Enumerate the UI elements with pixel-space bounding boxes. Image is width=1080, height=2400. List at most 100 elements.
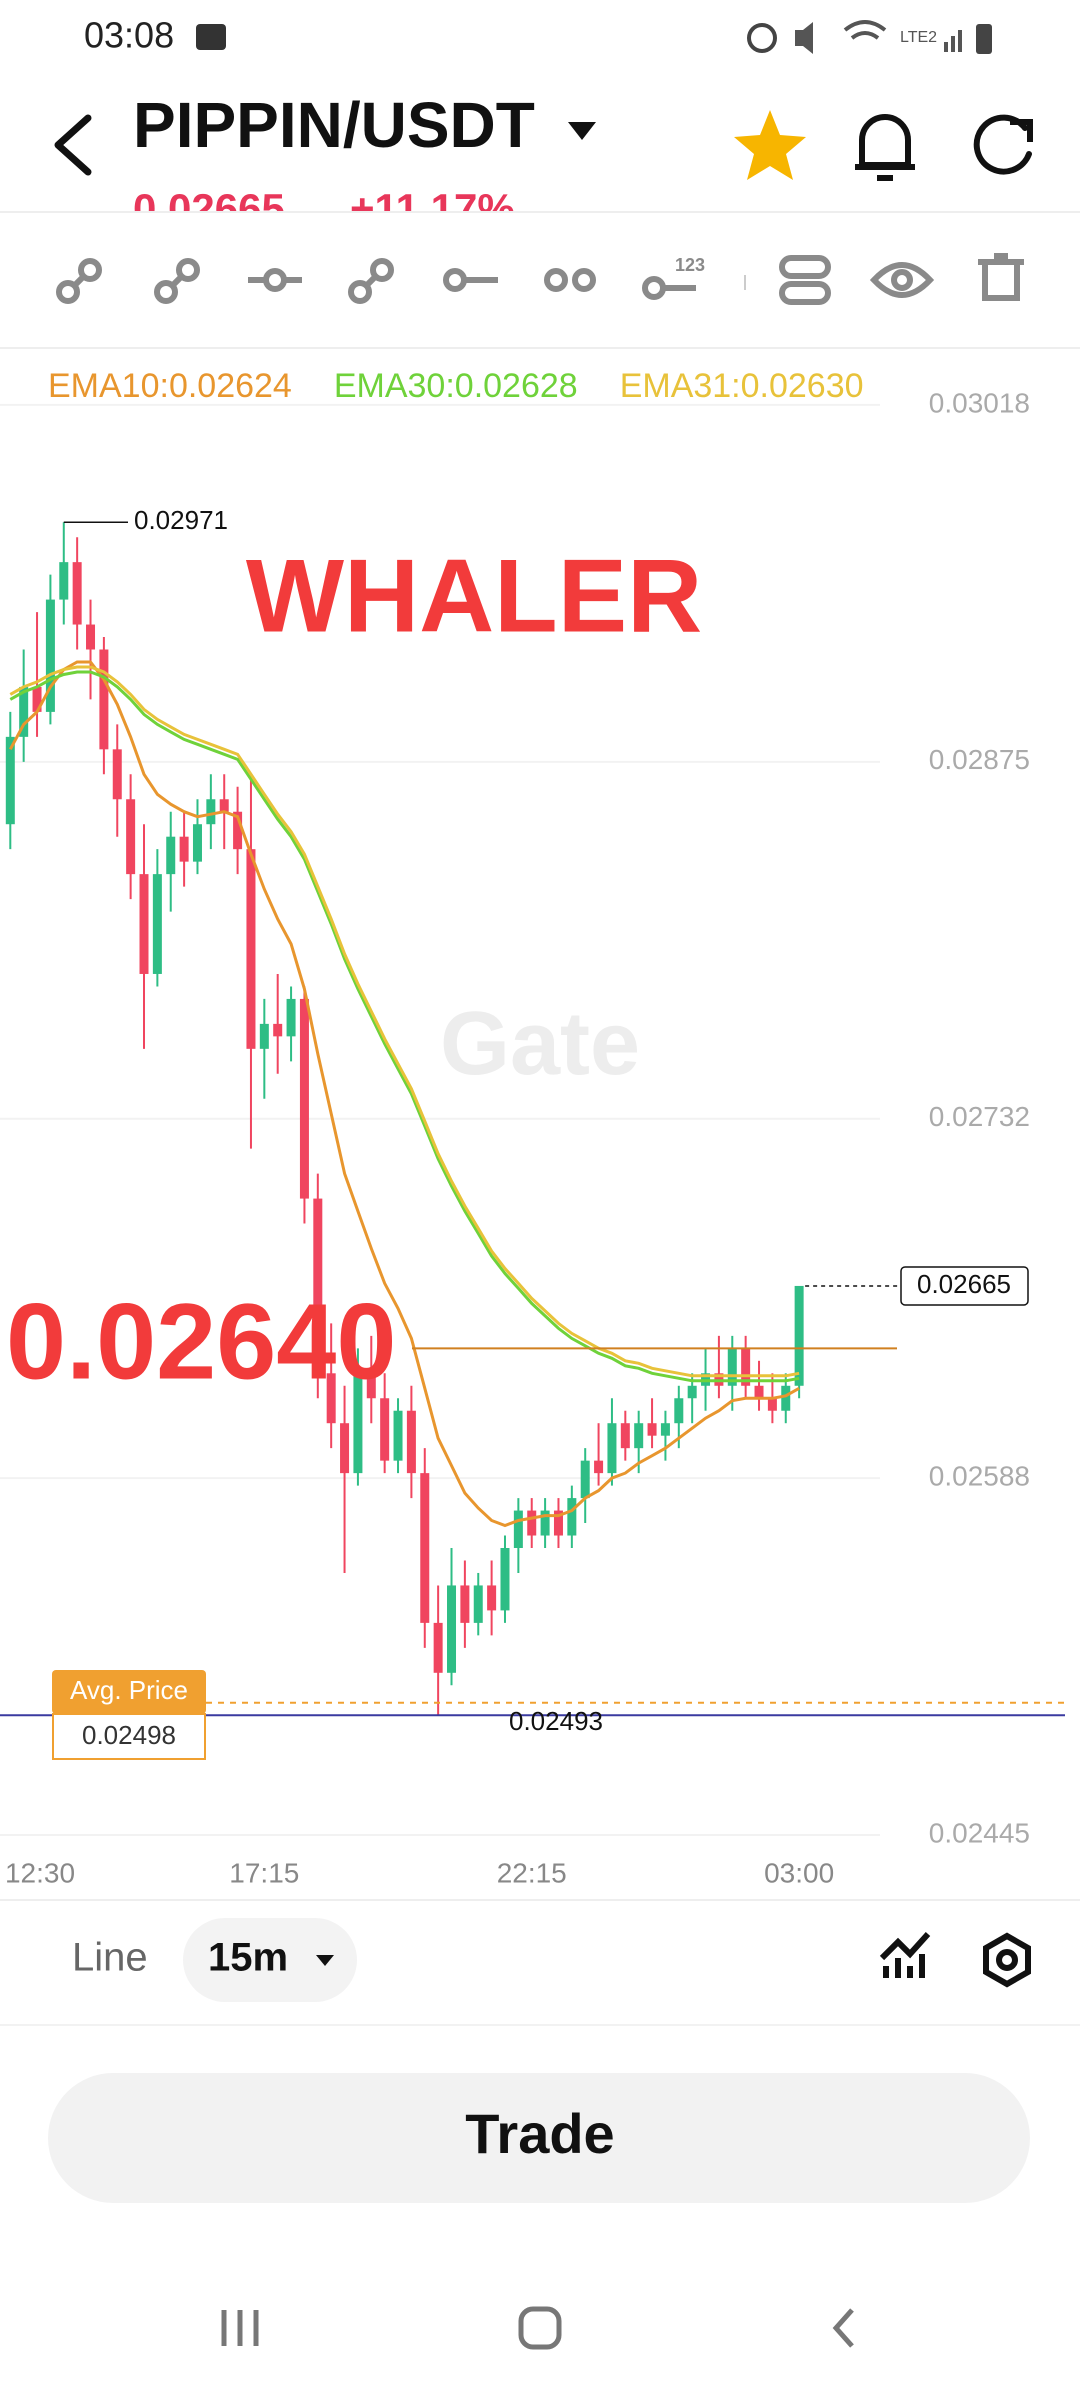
candle-body	[794, 1285, 804, 1386]
indicator-label: EMA30:0.02628	[334, 367, 578, 405]
chart-type[interactable]: Line	[72, 1936, 148, 1980]
avg-price-title: Avg. Price	[70, 1675, 188, 1705]
candle-body	[219, 799, 229, 812]
candle-body	[754, 1385, 764, 1399]
candle-body	[86, 624, 96, 650]
nav-recent[interactable]	[221, 2310, 259, 2346]
drawing-tools	[56, 253, 1024, 305]
candle-body	[259, 1023, 269, 1049]
candle-body	[273, 1023, 283, 1037]
y-tick-label: 0.02732	[929, 1101, 1030, 1132]
candle-body	[139, 874, 149, 974]
candle-body	[420, 1473, 430, 1623]
interval-pill[interactable]	[183, 1918, 357, 2002]
indicator-label: EMA10:0.02624	[48, 367, 292, 405]
svg-text:LTE2: LTE2	[900, 29, 937, 46]
tool-parallel[interactable]	[544, 268, 596, 292]
y-tick-label: 0.02875	[929, 744, 1030, 775]
candle-body	[59, 562, 69, 600]
x-tick-label: 17:15	[229, 1857, 299, 1888]
tool-trend[interactable]	[56, 258, 102, 304]
tools-bar	[0, 212, 1080, 348]
tool-horizontal[interactable]	[248, 268, 302, 292]
high-label: 0.02971	[134, 505, 228, 535]
ema-line	[9, 670, 800, 1383]
chart: Gate 0.03018 0.02875 0.02732 0.02588 0.02445 1…	[0, 367, 1065, 1888]
indicator-button[interactable]	[879, 1931, 931, 1978]
candle-body	[487, 1585, 497, 1611]
trade-label[interactable]: Trade	[465, 2102, 614, 2165]
candle-body	[166, 836, 176, 875]
favorite-star[interactable]	[734, 110, 806, 180]
candle-body	[473, 1585, 483, 1623]
candle-body	[313, 1198, 323, 1374]
annotation: WHALER	[246, 538, 702, 654]
tool-layers[interactable]	[779, 255, 831, 305]
candle-body	[19, 686, 29, 737]
avg-price-box	[52, 1713, 206, 1760]
candle-body	[607, 1423, 617, 1474]
tool-visibility[interactable]	[869, 262, 935, 298]
candle-body	[286, 998, 296, 1037]
ema-line	[9, 665, 800, 1378]
last-price-label: 0.02665	[917, 1269, 1011, 1299]
candle-body	[406, 1410, 416, 1474]
tool-ray[interactable]	[154, 258, 200, 304]
nav-home[interactable]	[518, 2306, 562, 2350]
candle-body	[340, 1423, 350, 1474]
candle-body	[580, 1460, 590, 1499]
candle-body	[366, 1373, 376, 1399]
back-button[interactable]	[54, 114, 92, 176]
gallery-icon	[196, 24, 226, 50]
tool-delete[interactable]	[978, 253, 1024, 301]
watermark: Gate	[440, 994, 640, 1094]
y-tick-label: 0.03018	[929, 387, 1030, 418]
candle-body	[206, 799, 216, 825]
ema-line	[8, 660, 800, 1528]
last-price-box	[900, 1266, 1029, 1306]
candle-body	[72, 562, 82, 625]
annotation: 0.02640	[6, 1281, 396, 1402]
pair-dropdown[interactable]	[568, 122, 596, 140]
interval[interactable]: 15m	[208, 1936, 288, 1980]
candle-body	[246, 849, 256, 1049]
candle-body	[433, 1622, 443, 1673]
tool-price[interactable]	[642, 276, 696, 300]
trade-button[interactable]	[48, 2073, 1030, 2203]
status-icons: LTE2	[747, 20, 992, 54]
candle-body	[460, 1585, 470, 1623]
x-tick-label: 22:15	[497, 1857, 567, 1888]
candle-body	[380, 1398, 390, 1461]
refresh-button[interactable]	[973, 114, 1033, 175]
candle-body	[594, 1460, 604, 1474]
candle-body	[99, 649, 109, 750]
candle-body	[687, 1385, 697, 1399]
candle-body	[767, 1398, 777, 1411]
tool-segment[interactable]	[348, 258, 394, 304]
alert-bell[interactable]	[855, 114, 915, 181]
candle-body	[32, 686, 42, 712]
candle-body	[152, 874, 162, 974]
candle-body	[45, 599, 55, 712]
candle-body	[299, 998, 309, 1199]
settings-button[interactable]	[983, 1932, 1031, 1988]
candle-body	[326, 1373, 336, 1424]
pair-title[interactable]: PIPPIN/USDT	[133, 89, 535, 161]
tool-hray[interactable]	[443, 268, 498, 292]
indicator-label: EMA31:0.02630	[620, 367, 864, 405]
candle-body	[447, 1585, 457, 1673]
candle-body	[647, 1423, 657, 1436]
candle-body	[393, 1410, 403, 1461]
x-tick-label: 03:00	[764, 1857, 834, 1888]
tool-badge: 123	[675, 255, 705, 275]
nav-back[interactable]	[832, 2308, 854, 2348]
y-tick-label: 0.02588	[929, 1461, 1030, 1492]
candle-body	[540, 1510, 550, 1536]
nav-bar	[221, 2306, 854, 2350]
candle-body	[553, 1510, 563, 1536]
candle-body	[179, 836, 189, 862]
interval-dropdown[interactable]	[316, 1955, 334, 1966]
